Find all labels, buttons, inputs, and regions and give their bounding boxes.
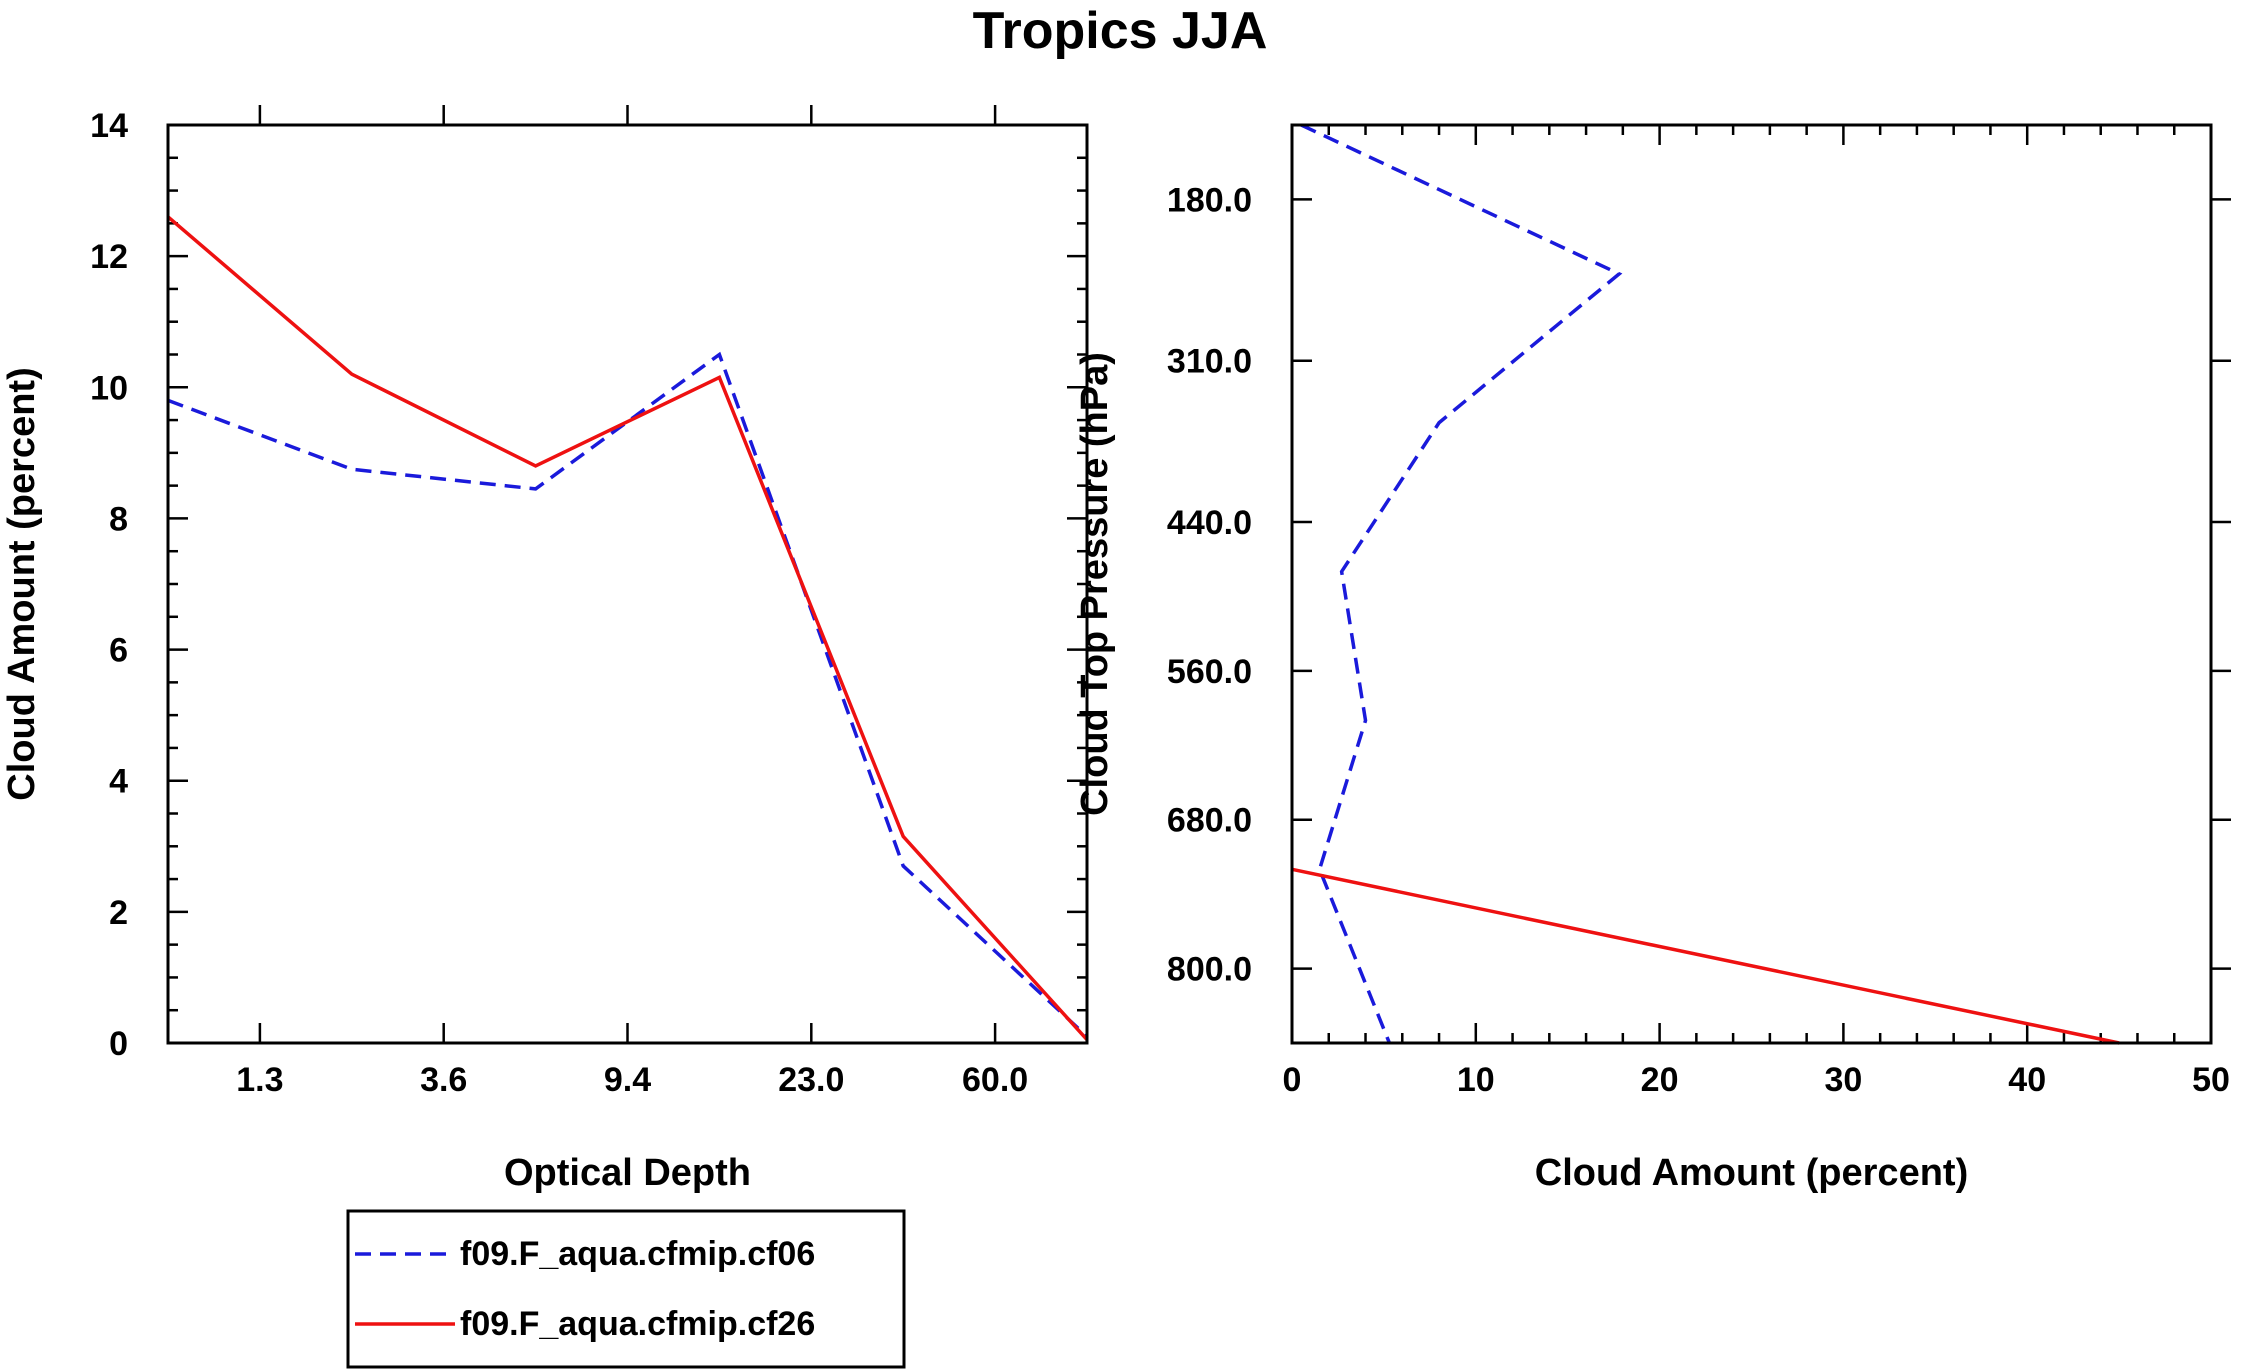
y-tick-label: 12 bbox=[90, 238, 128, 276]
series-line-cf06 bbox=[167, 351, 1089, 1038]
series-line-cf06 bbox=[1300, 123, 1623, 1044]
figure-title: Tropics JJA bbox=[973, 2, 1268, 60]
x-tick-label: 50 bbox=[2192, 1061, 2230, 1099]
y-tick-label: 8 bbox=[109, 500, 128, 538]
y-tick-label: 10 bbox=[90, 369, 128, 407]
y-axis-label: Cloud Top Pressure (hPa) bbox=[1074, 352, 1116, 816]
legend: f09.F_aqua.cfmip.cf06 f09.F_aqua.cfmip.c… bbox=[346, 1209, 906, 1369]
y-tick-label: 680.0 bbox=[1167, 802, 1252, 840]
series-line-cf26 bbox=[1291, 867, 2120, 1045]
x-tick-label: 60.0 bbox=[962, 1061, 1028, 1099]
x-axis-label: Optical Depth bbox=[504, 1152, 751, 1194]
y-tick-label: 0 bbox=[109, 1025, 128, 1063]
x-tick-label: 40 bbox=[2008, 1061, 2046, 1099]
left-chart-optical-depth: 0 2 4 6 8 10 12 14 1.3 3.6 9.4 23.0 60.0 Optical Dept… bbox=[1, 105, 1089, 1194]
x-axis-label: Cloud Amount (percent) bbox=[1535, 1152, 1968, 1194]
x-tick-label: 3.6 bbox=[420, 1061, 467, 1099]
x-tick-label: 0 bbox=[1283, 1061, 1302, 1099]
x-tick-label: 1.3 bbox=[236, 1061, 283, 1099]
y-axis-label: Cloud Amount (percent) bbox=[1, 367, 43, 800]
plot-frame bbox=[1290, 123, 2213, 1045]
plot-frame bbox=[166, 123, 1089, 1045]
y-tick-label: 2 bbox=[109, 894, 128, 932]
legend-label-cf26: f09.F_aqua.cfmip.cf26 bbox=[460, 1305, 815, 1343]
y-tick-label: 180.0 bbox=[1167, 181, 1252, 219]
y-tick-label: 310.0 bbox=[1167, 343, 1252, 381]
x-tick-label: 10 bbox=[1457, 1061, 1495, 1099]
y-tick-label: 560.0 bbox=[1167, 653, 1252, 691]
legend-label-cf06: f09.F_aqua.cfmip.cf06 bbox=[460, 1235, 815, 1273]
series-line-cf26 bbox=[166, 215, 1089, 1041]
y-tick-label: 14 bbox=[90, 107, 128, 145]
x-tick-label: 9.4 bbox=[604, 1061, 651, 1099]
y-tick-label: 440.0 bbox=[1167, 504, 1252, 542]
x-tick-label: 23.0 bbox=[778, 1061, 844, 1099]
y-tick-label: 6 bbox=[109, 632, 128, 670]
x-tick-label: 20 bbox=[1641, 1061, 1679, 1099]
y-tick-label: 4 bbox=[109, 763, 128, 801]
x-tick-label: 30 bbox=[1824, 1061, 1862, 1099]
y-tick-label: 800.0 bbox=[1167, 951, 1252, 989]
right-chart-cloud-top-pressure: 0 10 20 30 40 50 180.0 310.0 440.0 560.0 680.0 800.… bbox=[1074, 123, 2231, 1194]
legend-box bbox=[346, 1209, 906, 1369]
